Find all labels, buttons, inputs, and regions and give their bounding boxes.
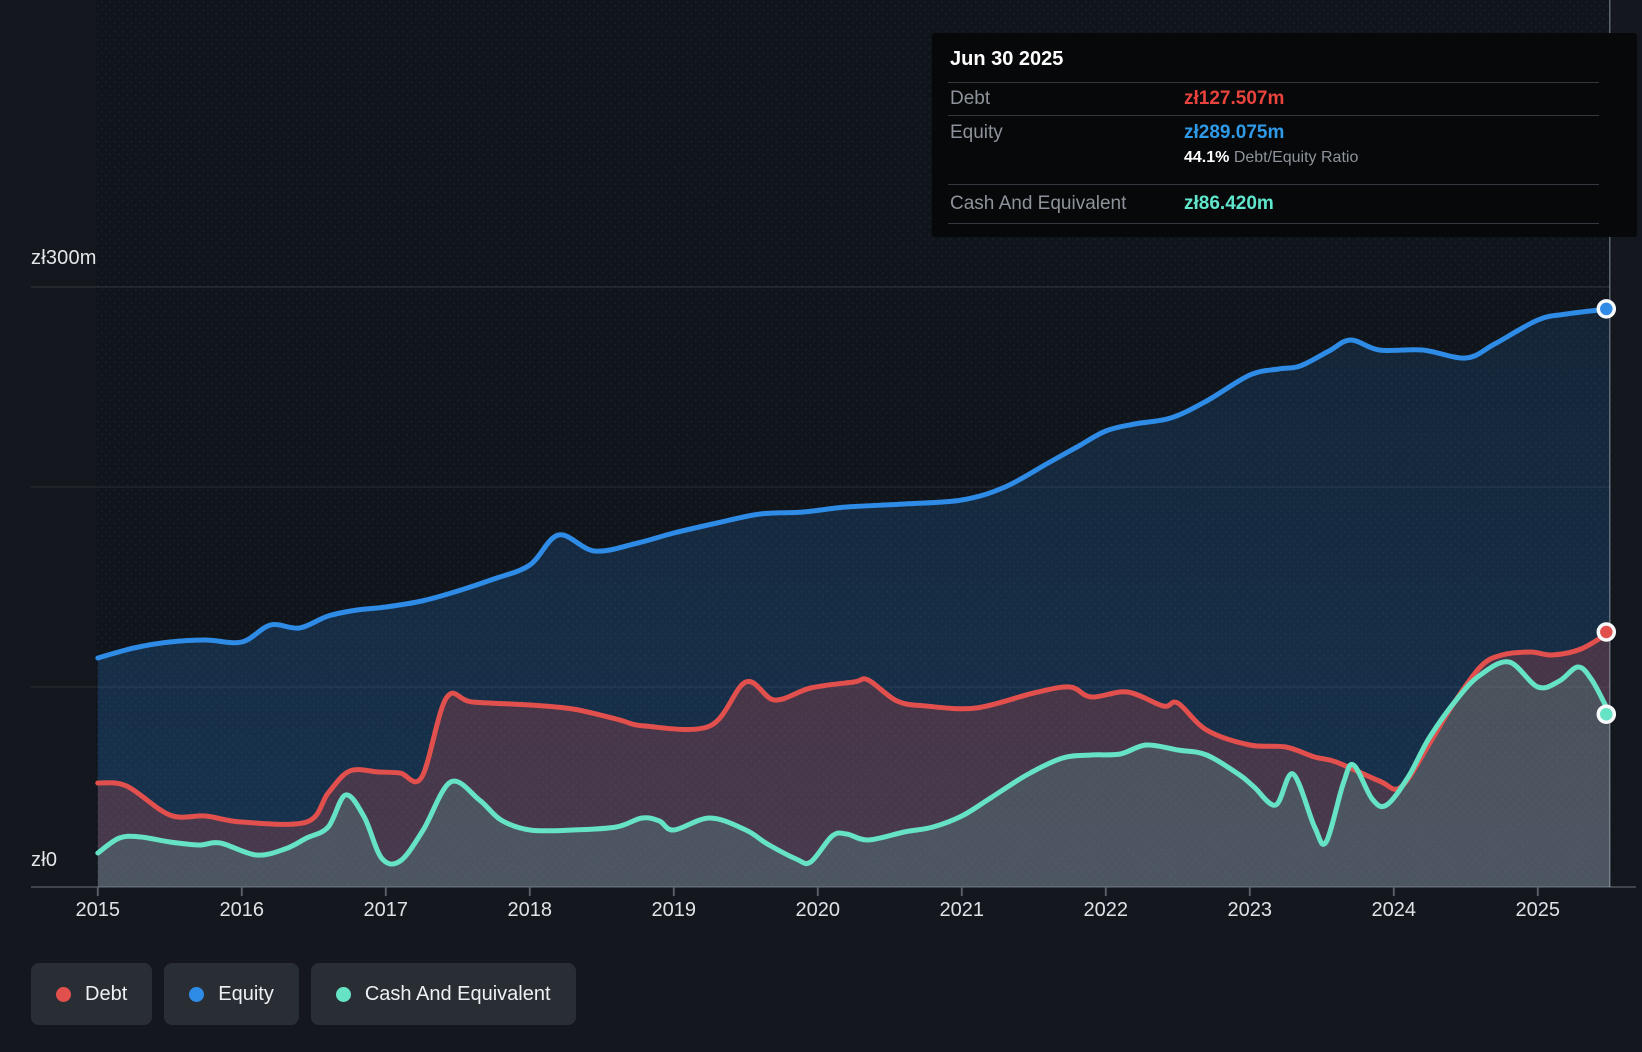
tooltip-row-debt: Debt zł127.507m [948,83,1599,116]
tooltip-debt-value: zł127.507m [1184,88,1285,109]
tooltip-cash-label: Cash And Equivalent [950,193,1127,214]
x-axis-label-2015: 2015 [75,899,121,921]
x-axis-labels: 2015 2016 2017 2018 2019 2020 2021 2022 2023 2024… [0,899,1642,929]
legend-button-cash[interactable]: Cash And Equivalent [310,963,576,1025]
legend-button-debt[interactable]: Debt [31,963,153,1025]
y-axis-label-300m: zł300m [31,247,97,269]
tooltip-ratio-value: 44.1% [1184,149,1230,166]
cash-and-equivalent-line [95,659,1613,867]
tooltip-ratio-label: Debt/Equity Ratio [1233,149,1359,166]
x-axis-label-2019: 2019 [651,899,697,921]
y-axis-label-0: zł0 [31,849,58,871]
equity-series-dot-icon [189,986,205,1002]
tooltip-row-equity: Equity zł289.075m [948,116,1599,149]
equity-end-marker [1596,299,1617,319]
chart-legend: Debt Equity Cash And Equivalent [31,963,576,1025]
x-axis-label-2022: 2022 [1083,899,1129,921]
tooltip-row-cash: Cash And Equivalent zł86.420m [948,185,1599,224]
tooltip-debt-label: Debt [950,88,991,109]
tooltip-equity-value: zł289.075m [1184,121,1285,143]
debt-series-dot-icon [56,986,71,1002]
tooltip-cash-value: zł86.420m [1184,193,1274,214]
legend-equity-label: Equity [218,982,274,1005]
cash-and-equivalent-area [97,661,1610,887]
cash-series-dot-icon [335,986,351,1002]
x-axis-label-2025: 2025 [1515,899,1561,921]
legend-cash-label: Cash And Equivalent [364,982,551,1005]
x-axis-label-2021: 2021 [939,899,985,921]
tooltip-row-ratio: 44.1% Debt/Equity Ratio [948,149,1599,185]
x-axis-label-2024: 2024 [1371,899,1417,921]
cash-and-equivalent-end-marker [1596,704,1617,724]
debt-end-marker [1596,622,1617,642]
legend-button-equity[interactable]: Equity [164,963,299,1025]
x-axis-label-2017: 2017 [363,899,409,921]
debt-area [97,632,1610,887]
tooltip-date: Jun 30 2025 [948,33,1599,83]
x-axis-label-2020: 2020 [795,899,841,921]
x-axis-label-2023: 2023 [1227,899,1273,921]
equity-line [95,306,1613,661]
tooltip-equity-label: Equity [950,121,1003,143]
x-axis-label-2018: 2018 [507,899,553,921]
x-axis-label-2016: 2016 [219,899,265,921]
chart-tooltip: Jun 30 2025 Debt zł127.507m Equity zł289… [932,33,1637,237]
legend-debt-label: Debt [85,982,128,1005]
